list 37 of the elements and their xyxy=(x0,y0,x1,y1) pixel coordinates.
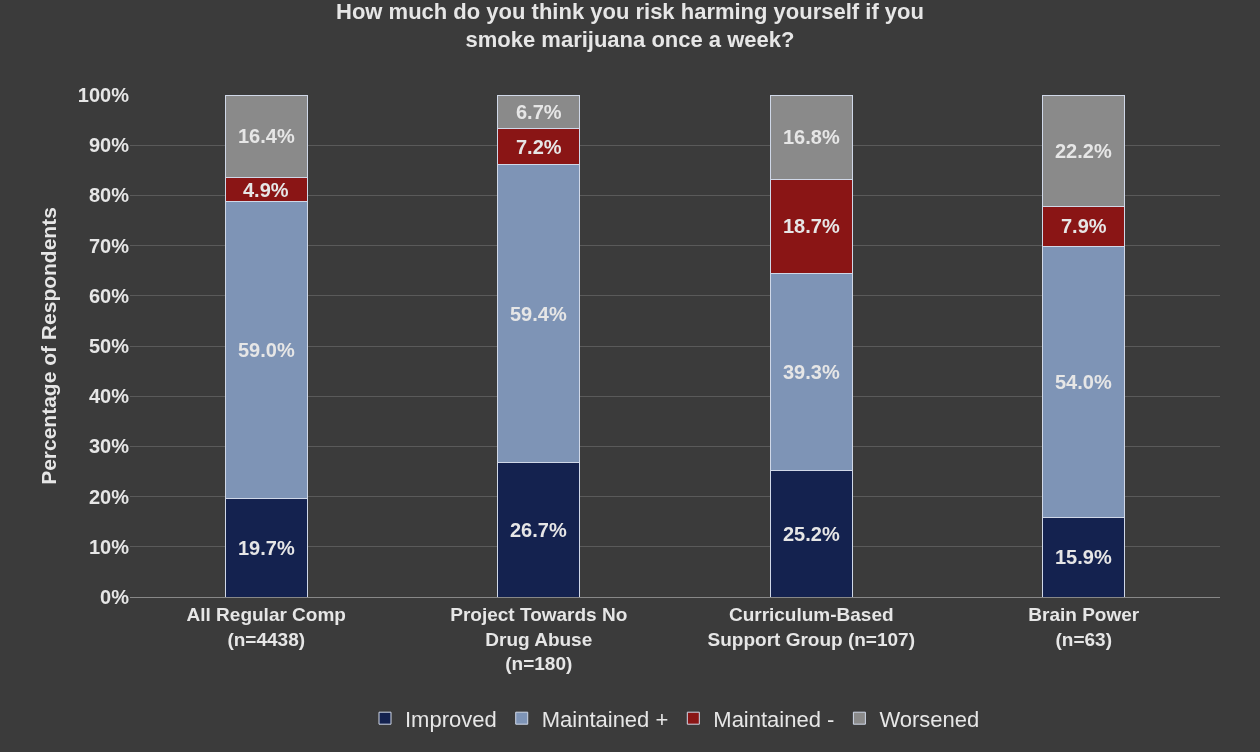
y-tick-label: 40% xyxy=(88,385,130,408)
x-tick-label: Brain Power (n=63) xyxy=(1028,603,1140,650)
data-label: 54.0% xyxy=(1055,371,1112,393)
data-label: 4.9% xyxy=(243,179,289,201)
y-axis-title: Percentage of Respondents xyxy=(36,207,60,485)
y-tick-label: 0% xyxy=(100,586,130,608)
y-tick-label: 90% xyxy=(88,134,130,157)
data-label: 15.9% xyxy=(1055,546,1112,568)
data-label: 6.7% xyxy=(516,101,562,123)
legend-label: Maintained - xyxy=(713,706,835,732)
y-tick-label: 10% xyxy=(88,535,130,558)
x-tick-label: All Regular Comp (n=4438) xyxy=(186,603,346,650)
data-label: 22.2% xyxy=(1055,140,1112,162)
data-label: 59.4% xyxy=(510,303,567,325)
y-tick-label: 60% xyxy=(88,284,130,307)
data-label: 7.9% xyxy=(1061,215,1107,237)
data-label: 39.3% xyxy=(783,361,840,383)
y-tick-label: 20% xyxy=(88,485,130,508)
chart-title: How much do you think you risk harming yourself if you smoke marijuana once a week? xyxy=(336,0,924,53)
data-label: 26.7% xyxy=(510,519,567,541)
data-label: 16.8% xyxy=(783,126,840,148)
y-tick-label: 30% xyxy=(88,435,130,458)
x-tick-label: Curriculum-Based Support Group (n=107) xyxy=(707,603,915,650)
data-label: 16.4% xyxy=(238,125,295,147)
legend-label: Maintained + xyxy=(541,706,669,732)
data-label: 7.2% xyxy=(516,136,562,158)
x-tick-label: Project Towards No Drug Abuse (n=180) xyxy=(450,603,628,675)
y-tick-label: 50% xyxy=(88,335,130,357)
legend-label: Improved xyxy=(405,706,497,732)
data-label: 18.7% xyxy=(783,215,840,237)
data-label: 59.0% xyxy=(238,339,295,361)
data-label: 19.7% xyxy=(238,537,295,559)
y-tick-label: 80% xyxy=(88,184,130,207)
legend-label: Worsened xyxy=(879,706,980,732)
y-tick-label: 70% xyxy=(88,234,130,257)
data-label: 25.2% xyxy=(783,523,840,545)
y-tick-label: 100% xyxy=(77,84,130,106)
